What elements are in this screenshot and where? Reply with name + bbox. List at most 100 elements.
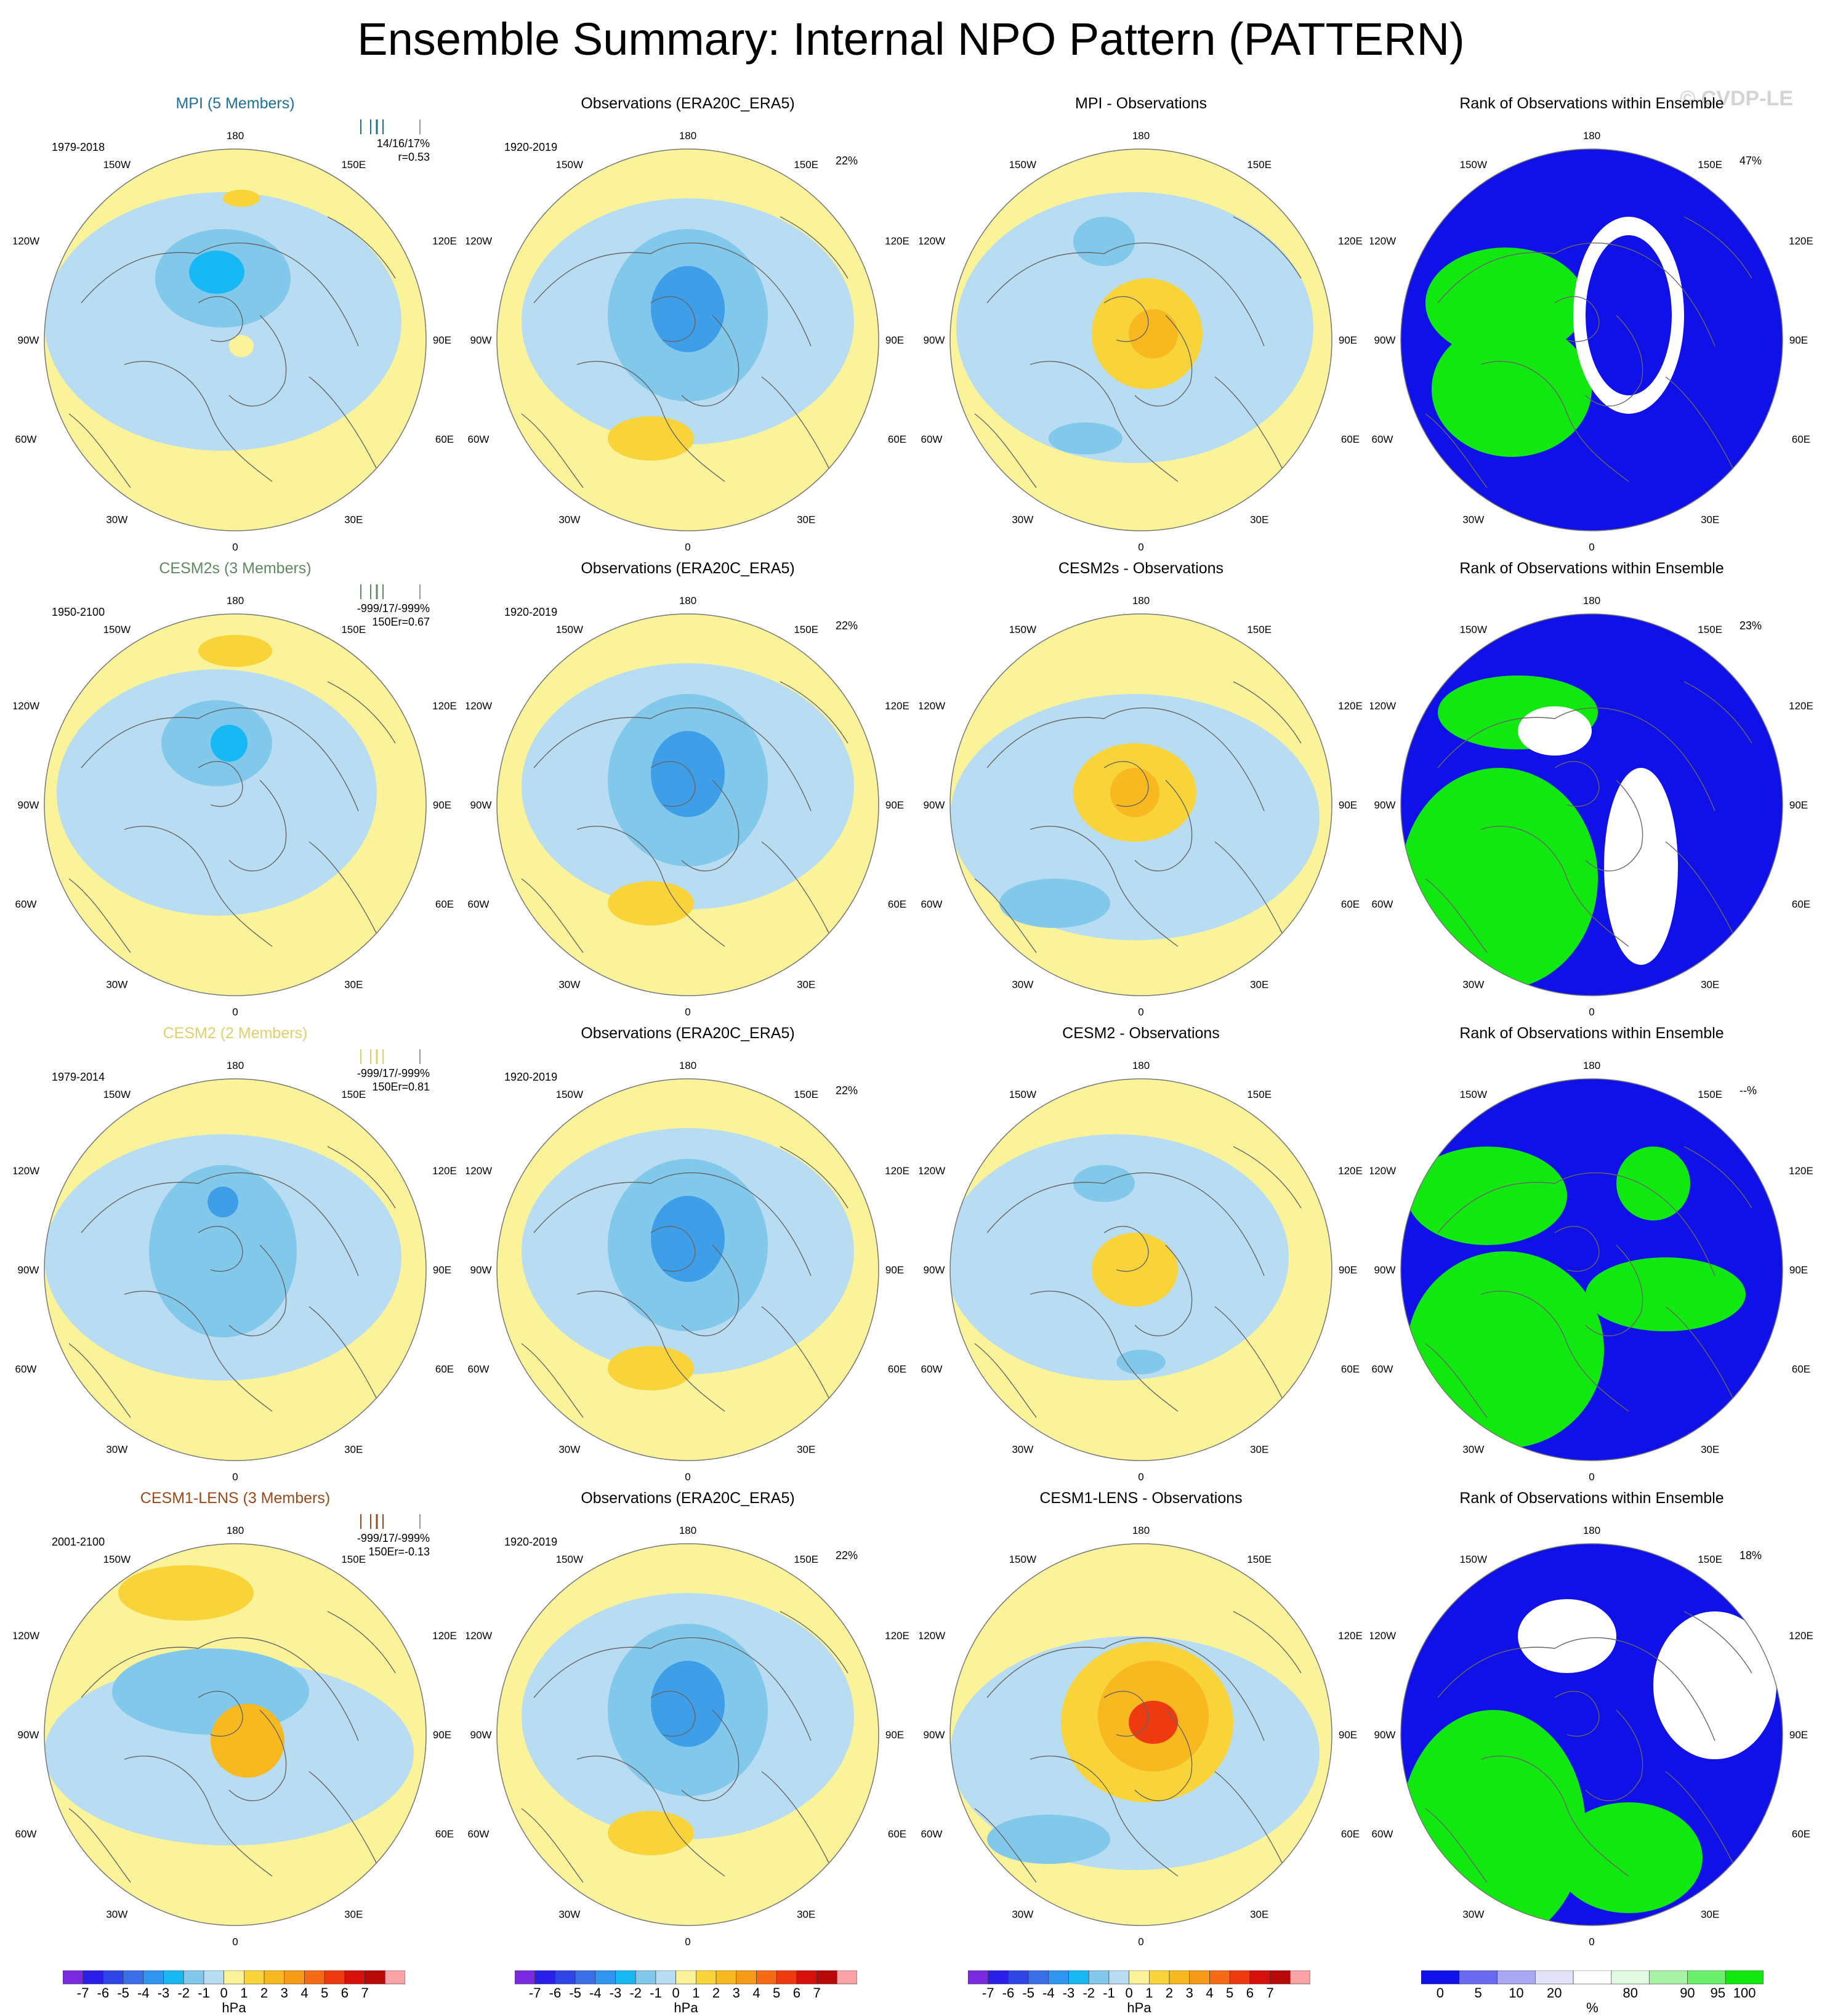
colorbar-swatches: [63, 1970, 405, 1985]
colorbar-tick-label: 0: [1436, 1985, 1444, 2001]
longitude-label: 0: [232, 1471, 238, 1483]
anomaly-region: [1129, 1701, 1178, 1744]
longitude-label: 90E: [433, 1729, 451, 1741]
longitude-label: 150W: [103, 1089, 131, 1100]
obs-map: 180 150W 150E 120W 120E 90W 90E 60W 60E 30W 30E 0: [466, 1060, 909, 1483]
colorbar-swatch: [1149, 1970, 1170, 1985]
diff-panel: 180 150W 150E 120W 120E 90W 90E 60W 60E 30W 30E 0 CE…: [919, 1022, 1363, 1488]
map-boundary: [44, 148, 427, 531]
coastline: [68, 413, 131, 488]
longitude-label: 60E: [1792, 433, 1810, 445]
longitude-label: 180: [1132, 1060, 1150, 1071]
map-boundary: [949, 1543, 1332, 1926]
anomaly-region: [229, 335, 254, 357]
longitude-label: 180: [227, 595, 244, 607]
colorbar-swatch: [1687, 1970, 1726, 1985]
coastline: [228, 315, 287, 407]
colorbar-swatch: [534, 1970, 555, 1985]
coastline: [1134, 315, 1193, 407]
rank-panel-title: Rank of Observations within Ensemble: [1459, 560, 1724, 577]
model-panel-title: CESM2s (3 Members): [159, 560, 312, 577]
longitude-label: 120W: [466, 700, 492, 712]
colorbar-tick-label: 5: [321, 1985, 329, 2001]
rank-pct-label: --%: [1739, 1084, 1757, 1097]
colorbar-swatch: [1209, 1970, 1230, 1985]
obs-map: 180 150W 150E 120W 120E 90W 90E 60W 60E 30W 30E 0: [466, 595, 909, 1018]
rank-panel-title: Rank of Observations within Ensemble: [1459, 1490, 1724, 1507]
colorbar-swatch: [183, 1970, 204, 1985]
coastline: [1425, 1343, 1488, 1418]
colorbar-swatch: [264, 1970, 285, 1985]
colorbar-tick-label: 95: [1710, 1985, 1726, 2001]
colorbar-swatch: [203, 1970, 224, 1985]
colorbar-swatch: [304, 1970, 325, 1985]
coastline: [650, 1691, 696, 1737]
ensemble-row: 180 150W 150E 120W 120E 90W 90E 60W 60E 30W 30E 0 CE…: [0, 1022, 1822, 1488]
longitude-label: 0: [1138, 1936, 1143, 1948]
longitude-label: 90E: [1789, 799, 1808, 811]
anomaly-region: [1129, 309, 1178, 358]
map-boundary: [1400, 613, 1783, 996]
coastline: [780, 1611, 849, 1674]
colorbar: -7 -6 -5 -4 -3 -2 -1 0 1 2 3 4 5 6 7 hPa: [515, 1970, 857, 2015]
colorbar-swatch: [1535, 1970, 1574, 1985]
colorbar-tick-label: -1: [650, 1985, 662, 2001]
map-boundary: [949, 1078, 1332, 1461]
coastline: [1134, 780, 1193, 872]
longitude-label: 30E: [1701, 1443, 1719, 1455]
colorbar-swatch: [756, 1970, 777, 1985]
longitude-label: 120W: [919, 1165, 945, 1177]
longitude-label: 60W: [468, 1363, 490, 1375]
longitude-label: 150E: [794, 159, 818, 171]
coastline: [1585, 1709, 1643, 1802]
coastline: [1134, 1244, 1193, 1337]
model-panel: 180 150W 150E 120W 120E 90W 90E 60W 60E 30W 30E 0 CE…: [14, 557, 457, 1023]
colorbar-tick-label: -3: [157, 1985, 170, 2001]
pattern-correlation-label: 150Er=0.67: [372, 616, 430, 628]
longitude-label: 120E: [432, 235, 457, 247]
coastline: [228, 780, 287, 872]
longitude-label: 30E: [797, 1443, 815, 1455]
longitude-label: 120E: [1338, 235, 1363, 247]
longitude-label: 120E: [1338, 1630, 1363, 1642]
period-label: 1979-2018: [52, 141, 105, 153]
coastline: [986, 1637, 1265, 1741]
longitude-label: 0: [1589, 1006, 1594, 1018]
longitude-label: 150E: [341, 1089, 366, 1100]
map-boundary: [44, 1543, 427, 1926]
colorbar-swatch: [224, 1970, 244, 1985]
model-map: 180 150W 150E 120W 120E 90W 90E 60W 60E 30W 30E 0: [14, 1060, 457, 1483]
colorbar-tick-label: -3: [1062, 1985, 1075, 2001]
colorbar-swatch: [1028, 1970, 1049, 1985]
coastline: [1030, 826, 1179, 947]
coastline: [533, 242, 812, 347]
longitude-label: 30W: [1462, 1443, 1484, 1455]
longitude-label: 150E: [1247, 159, 1272, 171]
longitude-label: 60E: [435, 1363, 454, 1375]
longitude-label: 90E: [885, 1729, 904, 1741]
coastline: [1437, 707, 1715, 812]
coastline: [1425, 1808, 1488, 1883]
coastline: [1585, 1244, 1643, 1337]
colorbar-labels: 0 5 10 20 80 90 95 100: [1421, 1985, 1764, 2004]
longitude-label: 180: [679, 1060, 696, 1071]
anomaly-region: [118, 1565, 254, 1621]
colorbar-tick-label: -4: [137, 1985, 150, 2001]
longitude-label: 120W: [14, 700, 39, 712]
coastline: [576, 1291, 725, 1412]
longitude-label: 30E: [1250, 514, 1268, 525]
colorbar-tick-label: 3: [732, 1985, 740, 2001]
colorbar-swatch: [796, 1970, 817, 1985]
colorbar-tick-label: -6: [97, 1985, 110, 2001]
coastline: [124, 826, 273, 947]
coastline: [1480, 826, 1629, 947]
coastline: [576, 826, 725, 947]
coastline: [974, 1343, 1037, 1418]
colorbar-tick-label: 1: [1145, 1985, 1153, 2001]
anomaly-region: [811, 1270, 836, 1294]
colorbar-swatch: [696, 1970, 717, 1985]
longitude-label: 90W: [924, 1729, 945, 1741]
longitude-label: 120W: [1370, 1165, 1396, 1177]
coastline: [1480, 361, 1629, 482]
obs-period-label: 1920-2019: [504, 1071, 558, 1083]
